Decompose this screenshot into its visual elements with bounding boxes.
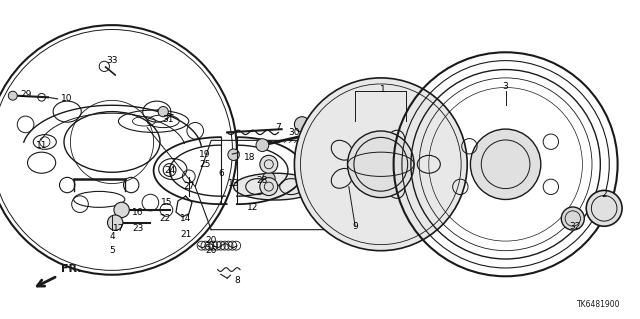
Text: TK6481900: TK6481900 xyxy=(577,300,621,309)
Text: 2: 2 xyxy=(602,190,607,199)
Text: FR.: FR. xyxy=(61,264,81,274)
Text: 20: 20 xyxy=(205,236,217,245)
Circle shape xyxy=(158,107,168,117)
Circle shape xyxy=(262,172,275,185)
Circle shape xyxy=(586,190,622,226)
Text: 7: 7 xyxy=(276,123,281,132)
Text: 5: 5 xyxy=(109,246,115,255)
Text: 14: 14 xyxy=(180,214,191,223)
Text: 13: 13 xyxy=(228,179,239,188)
Text: 10: 10 xyxy=(61,94,73,103)
Text: 31: 31 xyxy=(162,115,173,124)
Text: 4: 4 xyxy=(109,232,115,241)
Text: 11: 11 xyxy=(36,141,47,150)
Text: 16: 16 xyxy=(132,208,143,217)
Text: 29: 29 xyxy=(20,90,31,99)
Text: 15: 15 xyxy=(161,198,172,207)
Text: 26: 26 xyxy=(205,246,217,255)
Text: 18: 18 xyxy=(244,153,255,162)
Text: 8: 8 xyxy=(234,276,239,285)
Text: 12: 12 xyxy=(247,203,259,212)
Text: 1: 1 xyxy=(380,85,385,94)
Text: 32: 32 xyxy=(569,222,580,231)
Circle shape xyxy=(228,149,239,160)
Ellipse shape xyxy=(234,173,317,200)
Circle shape xyxy=(260,178,278,196)
Text: 30: 30 xyxy=(289,128,300,137)
Text: 28: 28 xyxy=(257,176,268,185)
Circle shape xyxy=(294,78,467,251)
Circle shape xyxy=(348,131,414,197)
Circle shape xyxy=(294,117,310,132)
Text: 23: 23 xyxy=(132,224,143,233)
Circle shape xyxy=(108,215,123,230)
Text: 25: 25 xyxy=(199,160,211,169)
Text: 24: 24 xyxy=(164,166,175,175)
Text: 6: 6 xyxy=(218,169,223,178)
Circle shape xyxy=(114,202,129,218)
Text: 33: 33 xyxy=(106,56,118,65)
Circle shape xyxy=(8,91,17,100)
Text: 9: 9 xyxy=(353,222,358,231)
Circle shape xyxy=(470,129,541,199)
Text: 27: 27 xyxy=(183,182,195,191)
Text: 19: 19 xyxy=(199,150,211,159)
Circle shape xyxy=(561,207,584,230)
Text: 22: 22 xyxy=(159,214,171,223)
Circle shape xyxy=(260,155,278,173)
Circle shape xyxy=(256,139,269,152)
Text: 21: 21 xyxy=(180,230,191,239)
Text: 17: 17 xyxy=(113,224,124,233)
Text: 3: 3 xyxy=(503,82,508,91)
